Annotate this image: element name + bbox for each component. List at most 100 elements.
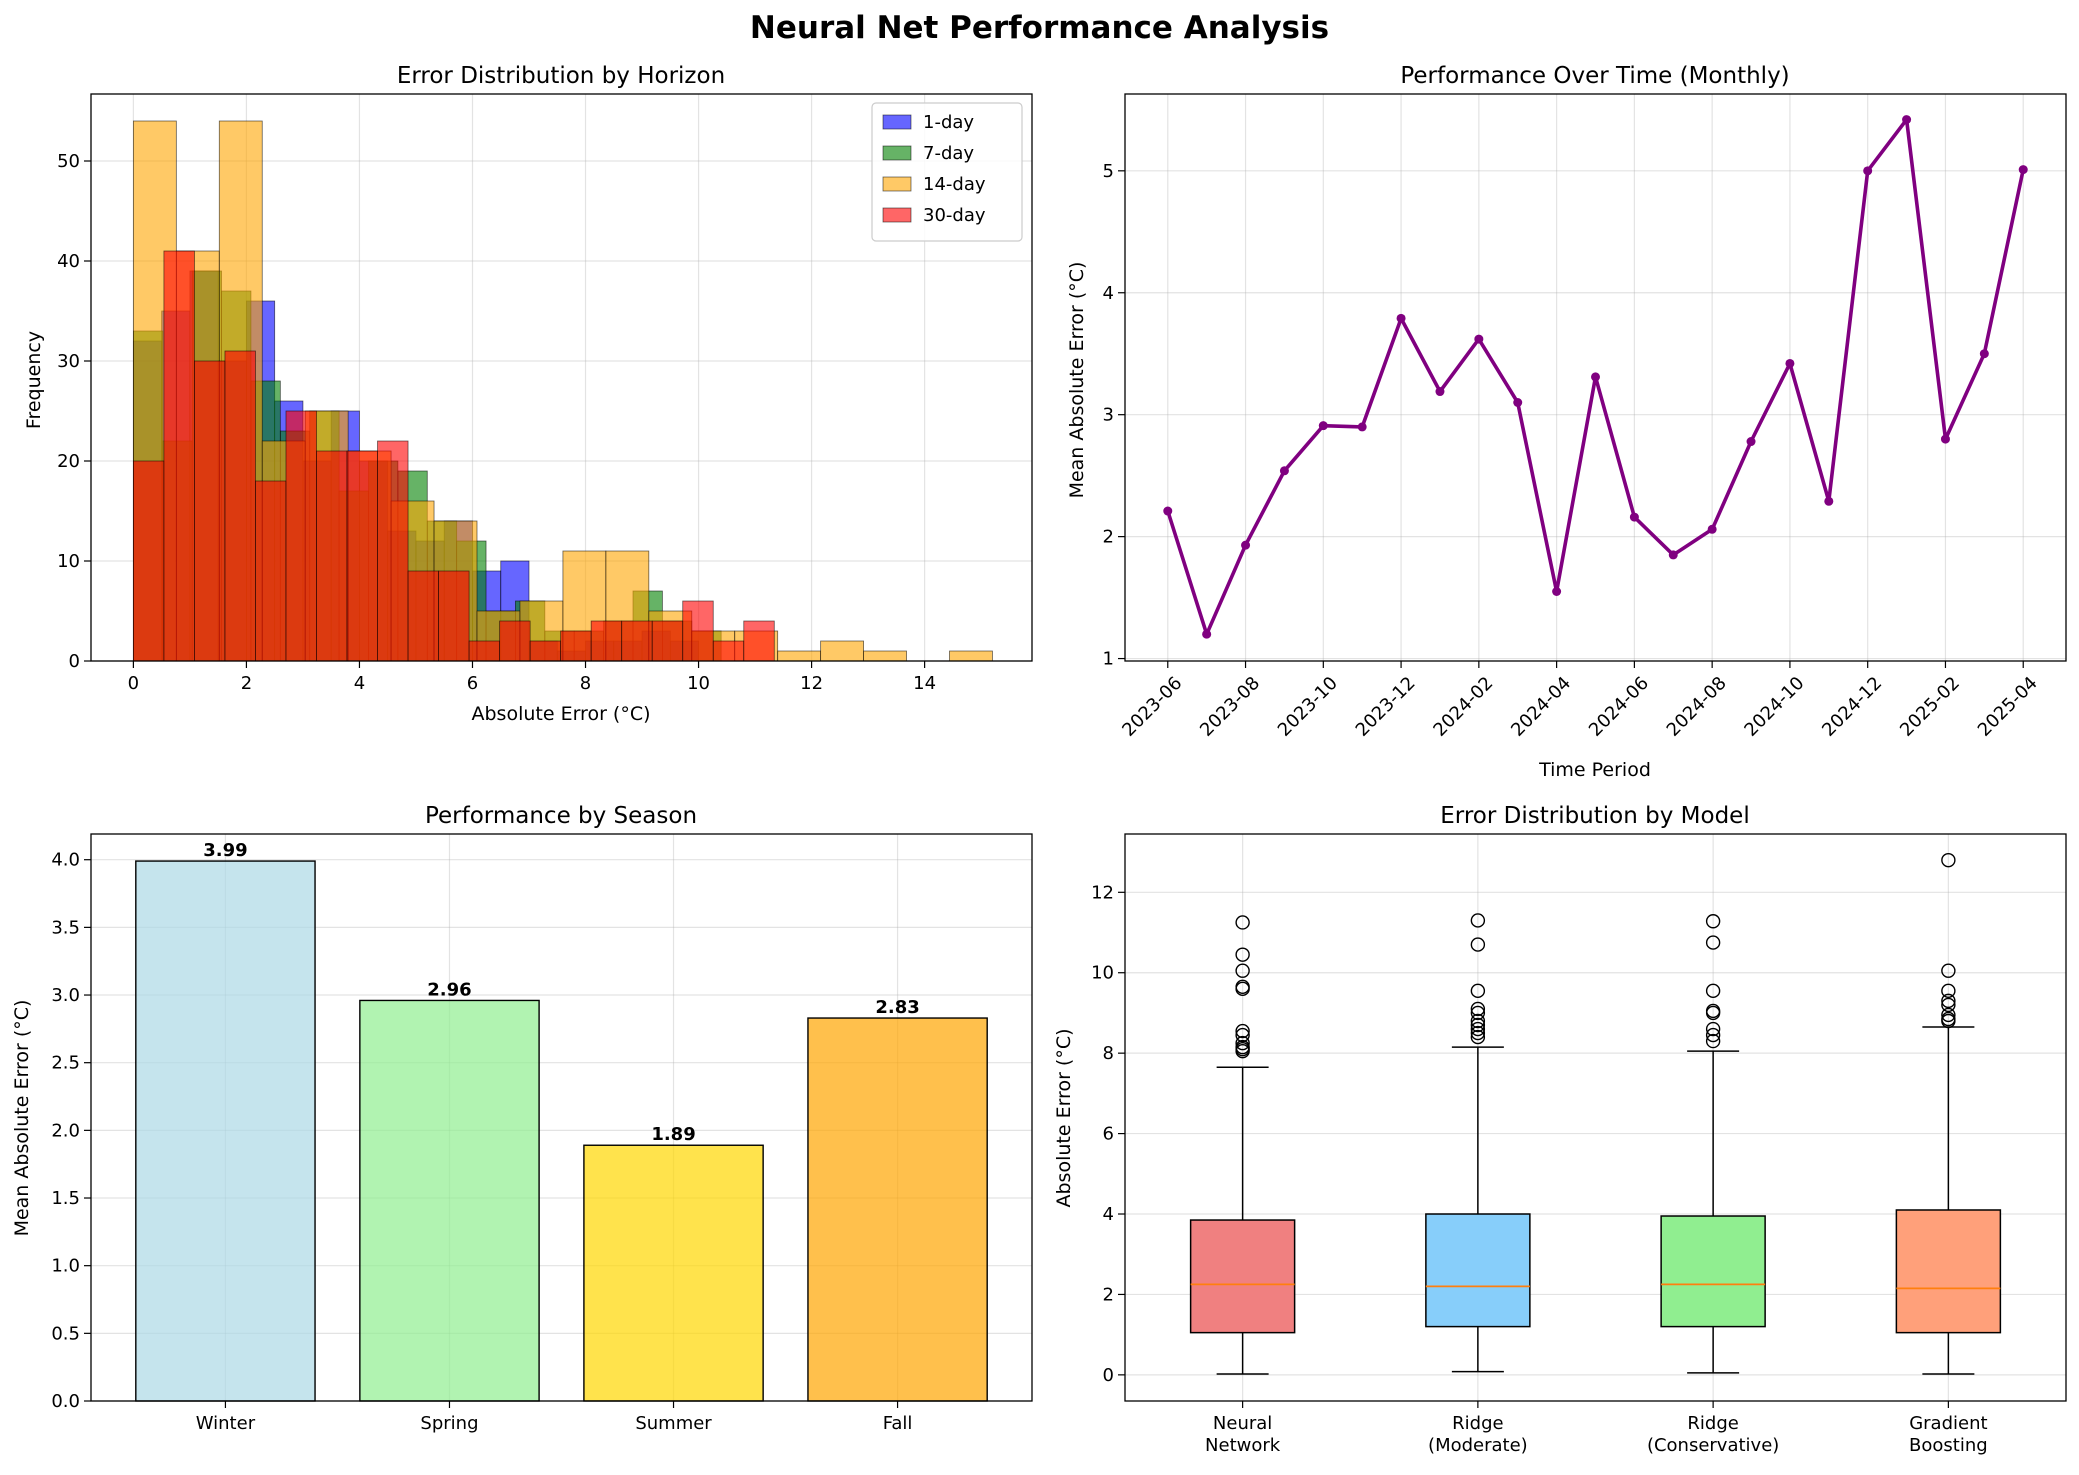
histogram-bar — [377, 440, 409, 662]
data-point — [1241, 540, 1251, 550]
outlier-point — [1470, 1021, 1486, 1037]
box-body — [1895, 1209, 2002, 1334]
outlier-point — [1470, 937, 1486, 952]
x-axis-label: Time Period — [1538, 759, 1651, 781]
outlier-point — [1470, 983, 1486, 999]
line-panel: Performance Over Time (Monthly) Time Per… — [1066, 63, 2067, 781]
y-tick-label: 8 — [1103, 1043, 1114, 1064]
data-point — [1474, 334, 1484, 344]
data-point — [1824, 496, 1834, 506]
x-tick-label: 14 — [913, 673, 936, 694]
histogram-bar — [820, 640, 864, 662]
bar-value-label: 2.83 — [875, 997, 919, 1018]
data-point — [1552, 586, 1562, 596]
histogram-bar — [712, 640, 745, 662]
histogram-bar — [529, 640, 562, 662]
outlier-point — [1470, 1025, 1486, 1041]
outlier-point — [1235, 1023, 1250, 1039]
x-tick-label: 2023-10 — [1274, 673, 1342, 741]
y-tick-label: 0 — [1103, 1365, 1114, 1386]
axes-frame — [1124, 93, 2067, 662]
box-body — [1189, 1219, 1296, 1334]
histogram-panel: Error Distribution by Horizon Absolute E… — [23, 63, 1033, 725]
legend-swatch — [882, 176, 912, 192]
outlier-point — [1705, 983, 1721, 999]
data-point — [1591, 372, 1600, 382]
outlier-point — [1235, 915, 1250, 930]
outlier-point — [1235, 1027, 1250, 1043]
y-tick-label: 2.5 — [51, 1053, 80, 1074]
y-tick-label: 20 — [57, 451, 80, 472]
outlier-point — [1705, 1033, 1721, 1049]
y-axis-label: Absolute Error (°C) — [1053, 1028, 1075, 1207]
x-tick-label: Ridge — [1452, 1413, 1503, 1434]
season-bar — [135, 860, 316, 1402]
histogram-bar — [743, 620, 775, 662]
x-tick-label: 2025-02 — [1896, 673, 1964, 741]
data-point — [1668, 550, 1678, 560]
bar-value-label: 1.89 — [651, 1124, 695, 1145]
histogram-bar — [407, 570, 439, 662]
axes-frame — [1124, 833, 2067, 1402]
legend-entry: 30-day — [923, 205, 986, 226]
y-tick-label: 10 — [57, 551, 80, 572]
y-tick-label: 0.5 — [51, 1323, 80, 1344]
histogram-bar — [438, 570, 470, 662]
x-tick-label: 0 — [128, 673, 139, 694]
outlier-point — [1470, 1001, 1486, 1017]
bar-value-label: 2.96 — [427, 979, 471, 1000]
y-tick-label: 3.0 — [51, 985, 80, 1006]
histogram-bar — [316, 450, 348, 662]
outlier-point — [1235, 1039, 1250, 1055]
y-axis-label: Mean Absolute Error (°C) — [1066, 262, 1088, 499]
outlier-point — [1941, 983, 1956, 999]
x-tick-label: Gradient — [1909, 1413, 1987, 1434]
box-2 — [1425, 913, 1531, 1373]
outlier-point — [1941, 963, 1956, 978]
outlier-point — [1941, 997, 1956, 1013]
y-tick-label: 2 — [1103, 527, 1114, 548]
x-tick-label: 2024-08 — [1663, 673, 1731, 741]
x-tick-label: 2024-12 — [1818, 673, 1886, 741]
outlier-point — [1705, 1021, 1721, 1037]
x-tick-label: Winter — [196, 1413, 256, 1434]
season-bar — [359, 999, 540, 1402]
legend-entry: 1-day — [923, 112, 974, 133]
outlier-point — [1941, 993, 1956, 1009]
y-tick-label: 4 — [1103, 1204, 1114, 1225]
data-point — [1279, 466, 1289, 476]
data-point — [1435, 387, 1445, 397]
data-point — [1629, 512, 1639, 522]
data-point — [1902, 115, 1912, 125]
panel-title: Performance by Season — [425, 803, 697, 829]
outlier-point — [1705, 1027, 1721, 1043]
legend-entry: 14-day — [923, 174, 986, 195]
histogram-bar — [468, 640, 501, 662]
x-tick-label: 2023-08 — [1196, 673, 1264, 741]
season-bar — [807, 1017, 988, 1402]
y-tick-label: 12 — [1091, 882, 1114, 903]
data-point — [1513, 397, 1523, 407]
x-tick-label: 8 — [580, 673, 591, 694]
x-tick-label: Network — [1205, 1435, 1281, 1456]
x-tick-label: Boosting — [1909, 1435, 1988, 1456]
x-tick-label: 4 — [354, 673, 365, 694]
legend-swatch — [882, 145, 912, 161]
x-tick-label: Fall — [883, 1413, 913, 1434]
outlier-point — [1235, 947, 1250, 962]
x-tick-label: 6 — [467, 673, 478, 694]
x-tick-label: 12 — [800, 673, 823, 694]
box-4 — [1895, 852, 2002, 1375]
outlier-point — [1235, 979, 1250, 995]
outlier-point — [1470, 1017, 1486, 1033]
y-tick-label: 1.5 — [51, 1188, 80, 1209]
y-tick-label: 4 — [1103, 283, 1114, 304]
axes-frame — [90, 833, 1033, 1402]
y-axis-label: Frequency — [23, 331, 45, 429]
y-tick-label: 1.0 — [51, 1256, 80, 1277]
y-tick-label: 3 — [1103, 405, 1114, 426]
x-tick-label: 2025-04 — [1974, 673, 2042, 741]
x-tick-label: 2024-02 — [1429, 673, 1497, 741]
